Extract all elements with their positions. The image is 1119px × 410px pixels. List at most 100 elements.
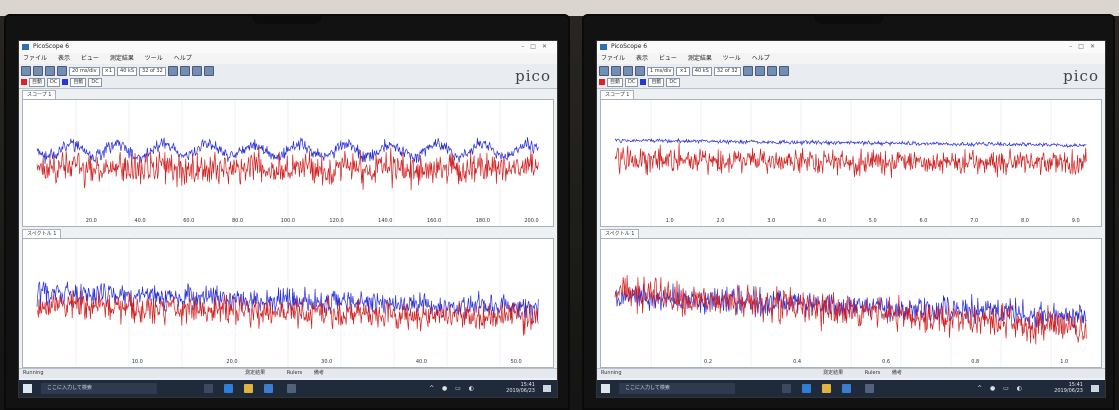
x-tick-label: 1.0 [666, 218, 674, 224]
samples-select[interactable]: 40 kS [691, 66, 712, 76]
store-icon[interactable] [842, 384, 851, 393]
menu-view[interactable]: ビュー [80, 55, 99, 62]
x-tick-label: 0.6 [882, 359, 890, 365]
notification-icon[interactable] [1091, 385, 1099, 392]
waveform-plot: 1.0 2.0 3.0 4.0 5.0 6.0 7.0 8.0 9.0 [614, 100, 1087, 226]
taskbar-clock[interactable]: 15:41 2019/06/23 [1054, 382, 1083, 394]
pointer-tool-icon[interactable] [167, 66, 178, 76]
menu-file[interactable]: ファイル [601, 55, 626, 62]
menu-help[interactable]: ヘルプ [173, 55, 192, 62]
settings-icon[interactable] [57, 66, 67, 76]
edge-browser-icon[interactable] [224, 384, 233, 393]
channel-a-range[interactable]: 自動 [607, 77, 624, 87]
store-icon[interactable] [264, 384, 273, 393]
zoom-in-icon[interactable] [191, 66, 202, 76]
picoscope-taskbar-icon[interactable] [865, 384, 874, 393]
menu-edit[interactable]: 表示 [635, 55, 648, 62]
task-view-icon[interactable] [204, 384, 213, 393]
scope-mode-icon[interactable] [21, 66, 31, 76]
clock-date: 2019/06/23 [1054, 388, 1083, 394]
x-tick-label: 180.0 [476, 218, 490, 224]
window-controls[interactable]: –□✕ [521, 43, 553, 50]
channel-a-indicator[interactable] [599, 79, 605, 85]
file-explorer-icon[interactable] [244, 384, 253, 393]
hand-tool-icon[interactable] [179, 66, 190, 76]
buffer-navigator[interactable]: 32 of 32 [139, 66, 166, 76]
x-tick-label: 10.0 [132, 359, 143, 365]
waveform-plot: 20.0 40.0 60.0 80.0 100.0 120.0 140.0 160.0 180.… [36, 100, 539, 226]
settings-icon[interactable] [635, 66, 645, 76]
picoscope-taskbar-icon[interactable] [287, 384, 296, 393]
rulers-toggle[interactable]: Rulers [286, 370, 303, 376]
channel-a-trace [614, 275, 1087, 345]
channel-a-coupling[interactable]: DC [625, 77, 639, 87]
windows-start-icon[interactable] [601, 384, 610, 393]
x-tick-label: 30.0 [321, 359, 332, 365]
rulers-toggle[interactable]: Rulers [864, 370, 881, 376]
timebase-select[interactable]: 20 ms/div [69, 66, 100, 76]
scope-mode-icon[interactable] [599, 66, 609, 76]
x-tick-label: 40.0 [416, 359, 427, 365]
notes-toggle[interactable]: 備考 [891, 370, 902, 376]
system-tray-icons[interactable]: ^ ● ▭ ◐ [977, 385, 1025, 392]
x-tick-label: 2.0 [717, 218, 725, 224]
buffer-navigator[interactable]: 32 of 32 [713, 66, 741, 76]
taskbar-clock[interactable]: 15:41 2019/06/23 [506, 382, 535, 394]
task-view-icon[interactable] [782, 384, 791, 393]
picoscope-app-icon [22, 44, 29, 50]
x-tick-label: 8.0 [1021, 218, 1029, 224]
file-explorer-icon[interactable] [822, 384, 831, 393]
windows-taskbar: ここに入力して検索 ^ ● ▭ ◐ 15:41 2019/06/23 [19, 380, 557, 397]
notes-toggle[interactable]: 備考 [313, 370, 324, 376]
hand-tool-icon[interactable] [754, 66, 765, 76]
system-tray-icons[interactable]: ^ ● ▭ ◐ [429, 385, 477, 392]
samples-select[interactable]: 40 kS [117, 66, 138, 76]
scope-view-pane: 20.0 40.0 60.0 80.0 100.0 120.0 140.0 160.0 180.… [22, 99, 554, 227]
channel-b-coupling[interactable]: DC [666, 77, 680, 87]
menu-help[interactable]: ヘルプ [751, 55, 770, 62]
persistence-icon[interactable] [623, 66, 633, 76]
channel-a-indicator[interactable] [21, 79, 27, 85]
spectrum-mode-icon[interactable] [33, 66, 43, 76]
menu-measurements[interactable]: 測定結果 [687, 55, 712, 62]
channel-a-coupling[interactable]: DC [47, 77, 61, 87]
menu-view[interactable]: ビュー [658, 55, 677, 62]
zoom-out-icon[interactable] [778, 66, 789, 76]
menu-tools[interactable]: ツール [722, 55, 741, 62]
pointer-tool-icon[interactable] [742, 66, 753, 76]
channel-b-range[interactable]: 自動 [648, 77, 665, 87]
channel-b-trace [36, 281, 539, 322]
window-title: PicoScope 6 [611, 43, 648, 50]
zoom-select[interactable]: ×1 [676, 66, 690, 76]
menu-tools[interactable]: ツール [144, 55, 163, 62]
measurements-toggle[interactable]: 測定結果 [823, 370, 844, 376]
taskbar-search[interactable]: ここに入力して検索 [619, 383, 735, 394]
zoom-select[interactable]: ×1 [101, 66, 116, 76]
windows-start-icon[interactable] [23, 384, 32, 393]
window-controls[interactable]: –□✕ [1069, 43, 1101, 50]
channel-b-coupling[interactable]: DC [88, 77, 102, 87]
spectrum-mode-icon[interactable] [611, 66, 621, 76]
status-text: Running [23, 370, 44, 376]
x-tick-label: 60.0 [183, 218, 194, 224]
measurements-toggle[interactable]: 測定結果 [245, 370, 266, 376]
channel-a-range[interactable]: 自動 [29, 77, 46, 87]
toolbar: 20 ms/div ×1 40 kS 32 of 32 自動 DC 自動 DC … [19, 64, 557, 89]
zoom-in-icon[interactable] [766, 66, 777, 76]
edge-browser-icon[interactable] [802, 384, 811, 393]
timebase-select[interactable]: 1 ms/div [647, 66, 675, 76]
channel-b-range[interactable]: 自動 [70, 77, 87, 87]
waveform-plot: 0.2 0.4 0.6 0.8 1.0 [614, 239, 1087, 367]
toolbar: 1 ms/div ×1 40 kS 32 of 32 自動 DC 自動 DC p… [597, 64, 1105, 89]
channel-b-indicator[interactable] [640, 79, 647, 85]
clock-time: 15:41 [1068, 382, 1083, 388]
persistence-icon[interactable] [45, 66, 55, 76]
zoom-out-icon[interactable] [203, 66, 214, 76]
menu-measurements[interactable]: 測定結果 [109, 55, 134, 62]
notification-icon[interactable] [543, 385, 551, 392]
x-tick-label: 20.0 [226, 359, 237, 365]
menu-edit[interactable]: 表示 [57, 55, 70, 62]
channel-b-indicator[interactable] [62, 79, 69, 85]
menu-file[interactable]: ファイル [23, 55, 48, 62]
taskbar-search[interactable]: ここに入力して検索 [41, 383, 157, 394]
